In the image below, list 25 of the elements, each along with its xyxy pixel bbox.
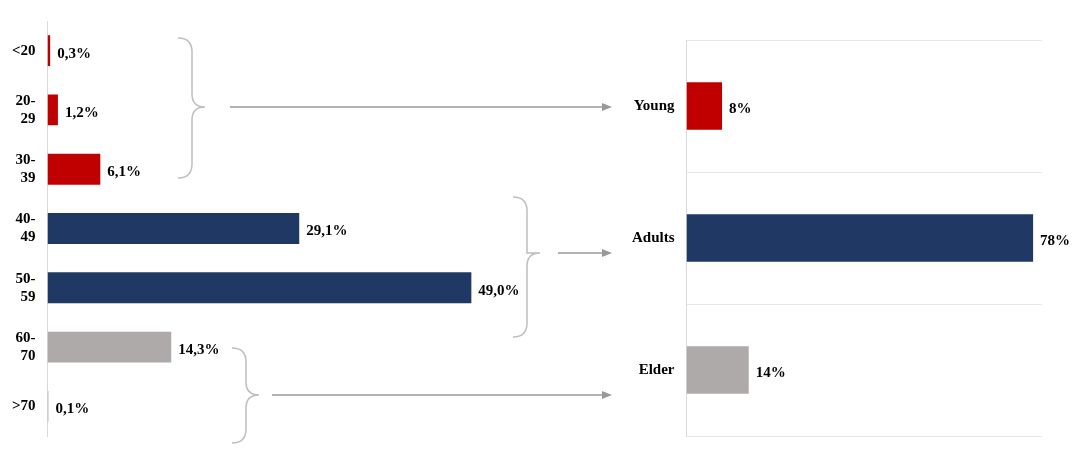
data-label: 14% xyxy=(755,363,786,380)
data-label: 1,2% xyxy=(64,103,99,120)
y-tick-label: 50-59 xyxy=(15,269,36,304)
y-tick-label: 60-70 xyxy=(15,328,36,363)
bar xyxy=(47,331,172,363)
data-label: 49,0% xyxy=(478,281,520,298)
data-label: 0,1% xyxy=(55,400,90,417)
bar xyxy=(47,213,300,244)
bar xyxy=(47,94,58,126)
data-label: 78% xyxy=(1040,231,1071,248)
data-label: 8% xyxy=(729,99,752,116)
y-tick-label: Elder xyxy=(638,360,675,377)
y-tick-label: 30-39 xyxy=(15,151,36,186)
y-tick-label: <20 xyxy=(11,41,36,58)
y-tick-label: 20-29 xyxy=(15,91,36,126)
y-tick-label: >70 xyxy=(11,397,36,414)
data-label: 6,1% xyxy=(107,163,142,180)
data-label: 0,3% xyxy=(57,44,91,61)
data-label: 29,1% xyxy=(306,222,348,239)
y-tick-label: Adults xyxy=(631,228,675,245)
bar xyxy=(47,272,472,304)
bar xyxy=(47,153,101,185)
y-tick-label: Young xyxy=(633,96,676,113)
data-label: 14,3% xyxy=(178,340,220,357)
y-tick-label: 40-49 xyxy=(15,210,36,245)
